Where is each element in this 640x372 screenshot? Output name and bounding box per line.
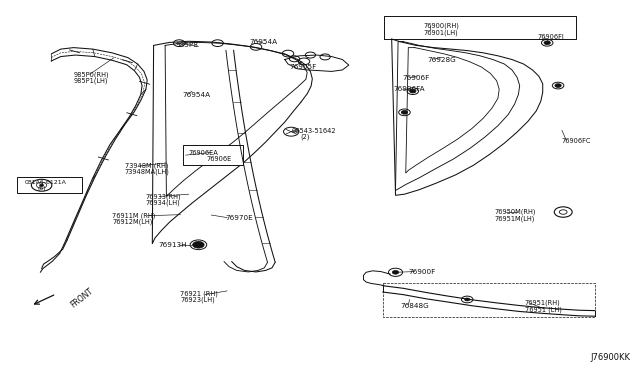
- Circle shape: [392, 270, 399, 274]
- Text: 76934(LH): 76934(LH): [146, 199, 180, 206]
- Text: 081A6-6121A: 081A6-6121A: [24, 180, 66, 185]
- Text: 76951 (LH): 76951 (LH): [525, 306, 562, 313]
- Text: 76906FI: 76906FI: [538, 34, 564, 40]
- Text: FRONT: FRONT: [69, 286, 95, 309]
- Text: 76912M(LH): 76912M(LH): [112, 219, 152, 225]
- Text: 985P1(LH): 985P1(LH): [74, 77, 108, 84]
- Circle shape: [555, 84, 561, 87]
- Text: 76906FA: 76906FA: [394, 86, 425, 92]
- Text: (6): (6): [37, 186, 45, 191]
- Circle shape: [410, 89, 416, 93]
- Text: 76911M (RH): 76911M (RH): [112, 212, 156, 219]
- Text: 73948MA(LH): 73948MA(LH): [125, 169, 170, 175]
- Text: 76913H: 76913H: [159, 242, 188, 248]
- Text: 76906E: 76906E: [207, 156, 232, 162]
- Text: J76900KK: J76900KK: [590, 353, 630, 362]
- Text: 08543-51642: 08543-51642: [292, 128, 337, 134]
- Text: 76951M(LH): 76951M(LH): [494, 215, 534, 222]
- Text: 76923(LH): 76923(LH): [180, 297, 215, 304]
- Text: 73948M (RH): 73948M (RH): [125, 162, 168, 169]
- Text: 76970E: 76970E: [225, 215, 253, 221]
- Text: 76954A: 76954A: [182, 92, 211, 98]
- Text: 76901(LH): 76901(LH): [424, 29, 458, 36]
- Circle shape: [544, 41, 550, 45]
- Text: 76928G: 76928G: [428, 57, 456, 62]
- Text: 76951(RH): 76951(RH): [525, 300, 561, 307]
- Text: 76933(RH): 76933(RH): [146, 193, 182, 200]
- Circle shape: [40, 184, 44, 186]
- Circle shape: [554, 207, 572, 217]
- Text: 76906FC: 76906FC: [562, 138, 591, 144]
- Text: 76906EA: 76906EA: [189, 150, 218, 155]
- Text: (2): (2): [300, 134, 310, 140]
- Text: 76905F: 76905F: [289, 64, 317, 70]
- Circle shape: [401, 110, 408, 114]
- FancyBboxPatch shape: [17, 177, 82, 193]
- Text: 76900(RH): 76900(RH): [424, 23, 460, 29]
- Circle shape: [465, 298, 470, 301]
- Text: 76900F: 76900F: [408, 269, 436, 275]
- Text: 76848G: 76848G: [400, 303, 429, 309]
- Text: 985P8: 985P8: [176, 42, 199, 48]
- Text: 76906F: 76906F: [402, 75, 429, 81]
- Text: 985P0(RH): 985P0(RH): [74, 71, 109, 78]
- FancyBboxPatch shape: [183, 145, 243, 165]
- Circle shape: [193, 241, 204, 248]
- Text: 76950M(RH): 76950M(RH): [494, 209, 536, 215]
- Text: 76954A: 76954A: [250, 39, 278, 45]
- Text: 76921 (RH): 76921 (RH): [180, 291, 218, 297]
